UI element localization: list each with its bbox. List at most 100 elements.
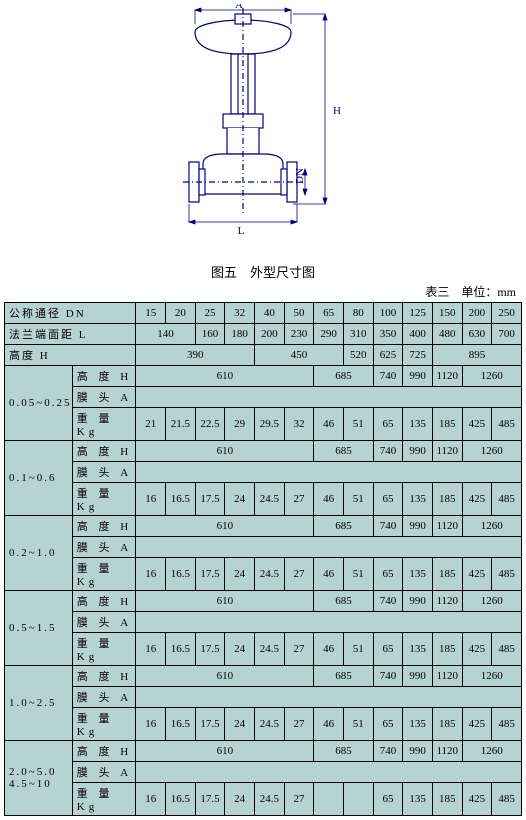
cell: 65	[314, 303, 344, 324]
cell	[136, 387, 522, 408]
cell: 16	[136, 483, 166, 516]
cell: 24.5	[255, 633, 285, 666]
cell: 17.5	[195, 633, 225, 666]
cell: 24	[225, 558, 255, 591]
cell: 1260	[462, 591, 521, 612]
cell: 1120	[432, 441, 462, 462]
sub-a: 膜 头 A	[72, 612, 136, 633]
dim-l-label: L	[238, 225, 245, 237]
cell: 700	[492, 324, 522, 345]
cell: 65	[373, 558, 403, 591]
sub-a: 膜 头 A	[72, 537, 136, 558]
cell: 350	[373, 324, 403, 345]
cell: 22.5	[195, 408, 225, 441]
cell: 740	[373, 666, 403, 687]
cell: 32	[225, 303, 255, 324]
cell: 450	[255, 345, 344, 366]
cell: 1260	[462, 741, 521, 762]
cell: 990	[403, 441, 433, 462]
cell: 1120	[432, 366, 462, 387]
cell: 1260	[462, 516, 521, 537]
cell: 990	[403, 591, 433, 612]
cell: 135	[403, 783, 433, 816]
cell: 46	[314, 633, 344, 666]
dim-a-label: A	[235, 4, 243, 11]
cell: 21.5	[166, 408, 196, 441]
cell: 29	[225, 408, 255, 441]
cell: 1120	[432, 591, 462, 612]
row-dn-label: 公称通径 DN	[5, 303, 136, 324]
cell: 185	[432, 408, 462, 441]
sub-h: 高 度 H	[72, 666, 136, 687]
cell: 17.5	[195, 483, 225, 516]
sub-kg: 重 量 Kg	[72, 708, 136, 741]
cell: 485	[492, 708, 522, 741]
cell: 50	[284, 303, 314, 324]
cell: 425	[462, 783, 492, 816]
cell: 310	[343, 324, 373, 345]
cell: 40	[255, 303, 285, 324]
cell: 24	[225, 633, 255, 666]
sub-h: 高 度 H	[72, 741, 136, 762]
cell: 610	[136, 441, 314, 462]
cell: 27	[284, 558, 314, 591]
cell: 1260	[462, 666, 521, 687]
cell: 16	[136, 708, 166, 741]
cell: 185	[432, 783, 462, 816]
cell: 29.5	[255, 408, 285, 441]
sub-h: 高 度 H	[72, 516, 136, 537]
cell: 16	[136, 783, 166, 816]
cell: 27	[284, 633, 314, 666]
cell: 610	[136, 741, 314, 762]
cell: 290	[314, 324, 344, 345]
cell: 425	[462, 483, 492, 516]
group-range-last: 2.0~5.04.5~10	[5, 741, 73, 816]
cell: 27	[284, 708, 314, 741]
cell: 740	[373, 516, 403, 537]
cell: 24	[225, 708, 255, 741]
cell: 51	[343, 408, 373, 441]
cell: 685	[314, 591, 373, 612]
cell: 100	[373, 303, 403, 324]
cell: 185	[432, 633, 462, 666]
cell: 46	[314, 483, 344, 516]
cell: 610	[136, 591, 314, 612]
cell: 24	[225, 483, 255, 516]
cell: 400	[403, 324, 433, 345]
cell: 485	[492, 633, 522, 666]
cell: 185	[432, 483, 462, 516]
cell: 425	[462, 408, 492, 441]
dim-dn-label: DN	[294, 168, 306, 184]
cell: 51	[343, 708, 373, 741]
cell: 425	[462, 558, 492, 591]
cell: 685	[314, 366, 373, 387]
cell: 16	[136, 558, 166, 591]
cell: 150	[432, 303, 462, 324]
cell: 685	[314, 516, 373, 537]
cell: 200	[462, 303, 492, 324]
cell	[343, 783, 373, 816]
cell: 135	[403, 558, 433, 591]
cell: 65	[373, 783, 403, 816]
cell: 17.5	[195, 708, 225, 741]
cell: 17.5	[195, 558, 225, 591]
cell: 990	[403, 741, 433, 762]
cell: 24.5	[255, 483, 285, 516]
cell: 520	[343, 345, 373, 366]
sub-h: 高 度 H	[72, 441, 136, 462]
cell: 16.5	[166, 783, 196, 816]
cell: 725	[403, 345, 433, 366]
cell	[136, 612, 522, 633]
cell: 16.5	[166, 633, 196, 666]
dimensions-table: 公称通径 DN1520253240506580100125150200250法兰…	[4, 302, 522, 816]
cell: 610	[136, 366, 314, 387]
cell: 16.5	[166, 708, 196, 741]
cell: 24.5	[255, 708, 285, 741]
cell: 485	[492, 558, 522, 591]
sub-kg: 重 量 Kg	[72, 633, 136, 666]
cell: 480	[432, 324, 462, 345]
cell: 24.5	[255, 783, 285, 816]
cell	[136, 537, 522, 558]
cell: 1260	[462, 441, 521, 462]
cell: 25	[195, 303, 225, 324]
